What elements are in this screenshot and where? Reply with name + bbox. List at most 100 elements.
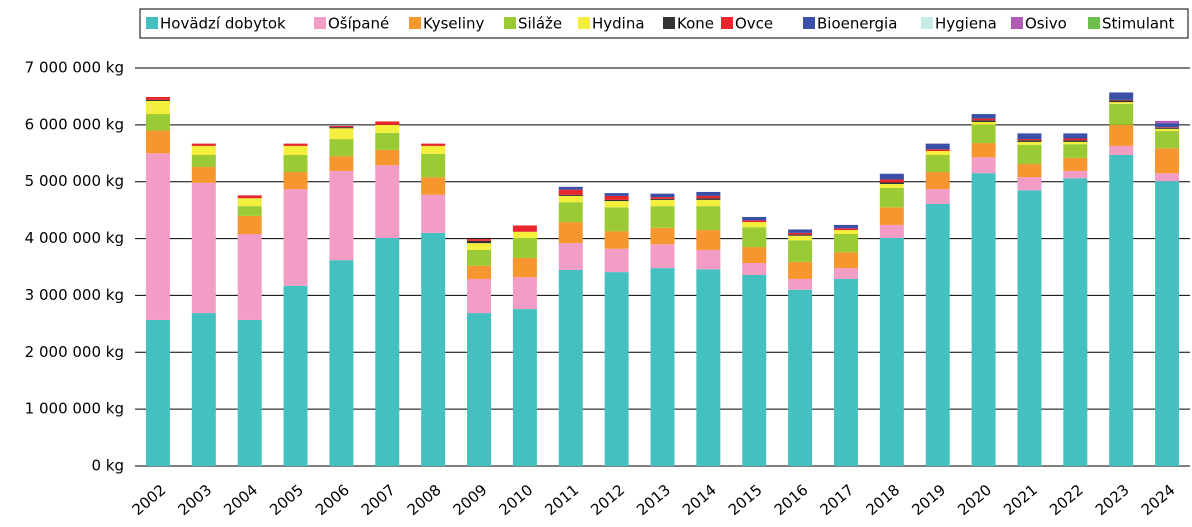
bar-segment (650, 244, 675, 269)
bar-segment (283, 285, 308, 466)
legend-label: Siláže (518, 15, 562, 33)
bar-segment (833, 268, 858, 279)
bar-segment (283, 154, 308, 173)
bar-segment (788, 289, 813, 466)
bar-segment (650, 199, 675, 207)
y-tick-label: 5 000 000 kg (25, 172, 124, 190)
bar-segment (1109, 124, 1134, 146)
bar-segment (879, 179, 904, 183)
bar-segment (329, 156, 354, 171)
bar-segment (467, 249, 492, 266)
x-tick-label: 2010 (496, 481, 537, 519)
x-tick-label: 2008 (404, 481, 445, 519)
bar-segment (971, 118, 996, 121)
bar-segment (971, 124, 996, 144)
bar-segment (604, 193, 629, 196)
bar-segment (512, 231, 537, 239)
bar-segment (329, 128, 354, 140)
bar-segment (1063, 157, 1088, 171)
bar-segment (879, 182, 904, 184)
legend-swatch (314, 17, 326, 29)
bar-segment (650, 206, 675, 228)
bar-segment (375, 124, 400, 133)
bar-segment (1155, 127, 1180, 128)
bar-segment (237, 195, 262, 199)
x-tick-label: 2014 (679, 481, 720, 519)
bar-segment (788, 235, 813, 241)
bar-segment (925, 189, 950, 204)
bar-segment (191, 182, 216, 314)
bar-segment (1155, 120, 1180, 124)
bar-segment (558, 222, 583, 244)
y-tick-label: 4 000 000 kg (25, 229, 124, 247)
bar-segment (467, 278, 492, 314)
bar-segment (925, 149, 950, 152)
bar-segment (237, 234, 262, 320)
legend-swatch (1011, 17, 1023, 29)
legend-swatch (504, 17, 516, 29)
bar-segment (971, 122, 996, 125)
x-tick-label: 2019 (908, 481, 949, 519)
x-tick-label: 2023 (1092, 481, 1133, 519)
bar-segment (1017, 190, 1042, 466)
bar-segment (1063, 140, 1088, 142)
x-tick-label: 2021 (1000, 481, 1041, 519)
bar-segment (329, 127, 354, 129)
bar-segment (604, 207, 629, 232)
bar-segment (145, 99, 170, 101)
bar-segment (925, 172, 950, 190)
bar-segment (191, 313, 216, 466)
bar-segment (1063, 144, 1088, 158)
bar-segment (237, 198, 262, 207)
x-tick-label: 2004 (220, 481, 261, 519)
bar-segment (879, 183, 904, 188)
bar-segment (1155, 181, 1180, 466)
bar-segment (879, 238, 904, 466)
bar-segment (879, 224, 904, 239)
bar-segment (788, 278, 813, 290)
bar-segment (1063, 138, 1088, 141)
bar-segment (1155, 128, 1180, 132)
bar-segment (375, 121, 400, 125)
bar-segment (833, 224, 858, 229)
y-tick-label: 2 000 000 kg (25, 343, 124, 361)
legend-label: Osivo (1025, 15, 1067, 33)
legend-label: Stimulant (1102, 15, 1175, 33)
bar-segment (191, 145, 216, 155)
bar-segment (925, 154, 950, 173)
bar-segment (833, 278, 858, 466)
legend-swatch (146, 17, 158, 29)
legend-label: Kyseliny (423, 15, 485, 33)
bar-segment (512, 309, 537, 466)
bar-segment (375, 149, 400, 166)
legend-label: Hydina (592, 15, 645, 33)
bar-segment (742, 263, 767, 275)
x-tick-label: 2015 (725, 481, 766, 519)
bar-segment (558, 189, 583, 195)
legend-label: Hovädzí dobytok (160, 15, 286, 33)
bar-segment (1109, 103, 1134, 125)
bar-segment (1017, 133, 1042, 140)
bar-segment (1063, 170, 1088, 179)
bar-segment (604, 231, 629, 249)
bar-segment (650, 227, 675, 245)
bar-segment (558, 269, 583, 466)
bar-segment (421, 143, 446, 146)
bar-segment (421, 194, 446, 233)
legend-label: Bioenergia (817, 15, 897, 33)
bar-segment (650, 193, 675, 198)
bar-segment (833, 252, 858, 269)
bar-segment (650, 197, 675, 199)
bar-segment (971, 120, 996, 123)
bar-segment (879, 173, 904, 180)
bar-segment (1109, 99, 1134, 101)
x-tick-label: 2006 (312, 481, 353, 519)
bar-segment (696, 195, 721, 199)
bar-segment (1017, 139, 1042, 141)
y-tick-label: 1 000 000 kg (25, 400, 124, 418)
bar-segment (1155, 148, 1180, 174)
x-tick-label: 2007 (358, 481, 399, 519)
bar-segment (375, 238, 400, 466)
bar-segment (1109, 100, 1134, 103)
bar-segment (742, 216, 767, 221)
